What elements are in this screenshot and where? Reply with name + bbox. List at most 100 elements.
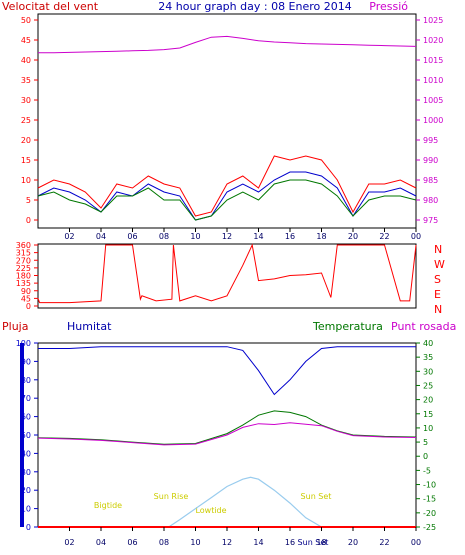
compass-label: E (434, 288, 441, 301)
y-tick-label-temperature: 20 (423, 396, 433, 405)
compass-label: N (434, 243, 442, 256)
annotation-sunrise: Sun Rise (154, 492, 189, 501)
y-tick-label-left: 50 (21, 16, 31, 25)
x-tick-label: 04 (96, 232, 106, 241)
x-tick-label: 08 (159, 232, 169, 241)
y-tick-label-right: 1015 (423, 56, 443, 65)
legend-punt-rosada: Punt rosada (391, 320, 456, 333)
y-tick-label-direction: 360 (16, 241, 31, 250)
x-tick-label: 00 (411, 538, 421, 547)
y-tick-label-right: 1005 (423, 96, 443, 105)
y-tick-label-left: 35 (21, 76, 31, 85)
y-tick-label-humidity: 10 (21, 505, 31, 514)
x-tick-label: 00 (411, 232, 421, 241)
left-title: Velocitat del vent (2, 0, 99, 13)
x-tick-label: 16 (285, 538, 295, 547)
y-tick-label-temperature: 25 (423, 381, 433, 390)
y-tick-label-temperature: 40 (423, 339, 433, 348)
y-tick-label-humidity: 40 (21, 449, 31, 458)
x-tick-label: 10 (190, 538, 200, 547)
legend-temperatura: Temperatura (312, 320, 383, 333)
x-tick-label: 14 (253, 232, 263, 241)
y-tick-label-direction: 135 (16, 279, 31, 288)
series-line-humitat (38, 346, 416, 396)
x-tick-label: 20 (348, 232, 358, 241)
x-tick-label: 16 (285, 232, 295, 241)
x-tick-label: 12 (222, 232, 232, 241)
y-tick-label-right: 1020 (423, 36, 443, 45)
y-tick-label-humidity: 50 (21, 431, 31, 440)
y-tick-label-right: 995 (423, 136, 438, 145)
sun-curve (168, 476, 322, 528)
y-tick-label-humidity: 80 (21, 376, 31, 385)
compass-label: N (434, 303, 442, 316)
y-tick-label-humidity: 30 (21, 468, 31, 477)
y-tick-label-temperature: 30 (423, 367, 433, 376)
y-tick-label-temperature: 10 (423, 424, 433, 433)
y-tick-label-left: 0 (26, 216, 31, 225)
x-tick-label: 12 (222, 538, 232, 547)
x-tick-label: 06 (127, 232, 137, 241)
y-tick-label-right: 1010 (423, 76, 443, 85)
y-tick-label-left: 15 (21, 156, 31, 165)
annotation-lowtide: Lowtide (195, 506, 226, 515)
y-tick-label-humidity: 60 (21, 413, 31, 422)
y-tick-label-humidity: 20 (21, 486, 31, 495)
y-tick-label-temperature: 15 (423, 410, 433, 419)
y-tick-label-right: 980 (423, 196, 438, 205)
x-tick-label: 08 (159, 538, 169, 547)
y-tick-label-right: 1000 (423, 116, 443, 125)
series-line-wind-pressure (37, 171, 417, 221)
y-tick-label-right: 990 (423, 156, 438, 165)
y-tick-label-direction: 180 (16, 272, 31, 281)
y-tick-label-left: 40 (21, 56, 31, 65)
y-tick-label-left: 10 (21, 176, 31, 185)
y-tick-label-temperature: 0 (423, 452, 428, 461)
rain-level-bar (20, 343, 24, 527)
y-tick-label-right: 985 (423, 176, 438, 185)
y-tick-label-temperature: -10 (423, 481, 436, 490)
legend-pluja: Pluja (2, 320, 28, 333)
compass-label: W (434, 258, 445, 271)
series-line-wind-pressure (38, 35, 417, 54)
x-tick-label: 04 (96, 538, 106, 547)
y-tick-label-left: 20 (21, 136, 31, 145)
y-tick-label-humidity: 0 (26, 523, 31, 532)
x-tick-label: 14 (253, 538, 263, 547)
y-tick-label-left: 30 (21, 96, 31, 105)
x-tick-label: 06 (127, 538, 137, 547)
y-tick-label-direction: 0 (26, 302, 31, 311)
panel-wind-direction (37, 243, 417, 309)
x-tick-label: 22 (379, 232, 389, 241)
annotation-sunset: Sun Set (301, 492, 332, 501)
y-tick-label-direction: 45 (21, 294, 31, 303)
y-tick-label-temperature: -25 (423, 523, 436, 532)
y-tick-label-direction: 315 (16, 249, 31, 258)
series-line-punt-rosada (37, 422, 417, 446)
y-tick-label-direction: 270 (16, 256, 31, 265)
annotation-bigtide: Bigtide (94, 501, 122, 510)
x-tick-label: 10 (190, 232, 200, 241)
panel-wind-pressure (37, 13, 417, 229)
x-tick-label: 20 (348, 538, 358, 547)
y-tick-label-left: 25 (21, 116, 31, 125)
y-tick-label-temperature: 35 (423, 353, 433, 362)
right-title: Pressió (369, 0, 408, 13)
series-line-temperatura (37, 410, 417, 445)
y-tick-label-humidity: 70 (21, 394, 31, 403)
series-line-wind-pressure (37, 179, 417, 221)
y-tick-label-temperature: -5 (423, 466, 431, 475)
series-line-wind-direction (37, 243, 417, 304)
x-tick-label: 02 (64, 232, 74, 241)
y-tick-label-temperature: 5 (423, 438, 428, 447)
y-tick-label-left: 5 (26, 196, 31, 205)
y-tick-label-direction: 90 (21, 287, 31, 296)
compass-label: S (434, 273, 441, 286)
y-tick-label-left: 45 (21, 36, 31, 45)
y-tick-label-humidity: 90 (21, 357, 31, 366)
x-tick-label: 22 (379, 538, 389, 547)
series-line-wind-pressure (37, 155, 417, 217)
y-tick-label-right: 975 (423, 216, 438, 225)
y-tick-label-temperature: -20 (423, 509, 436, 518)
